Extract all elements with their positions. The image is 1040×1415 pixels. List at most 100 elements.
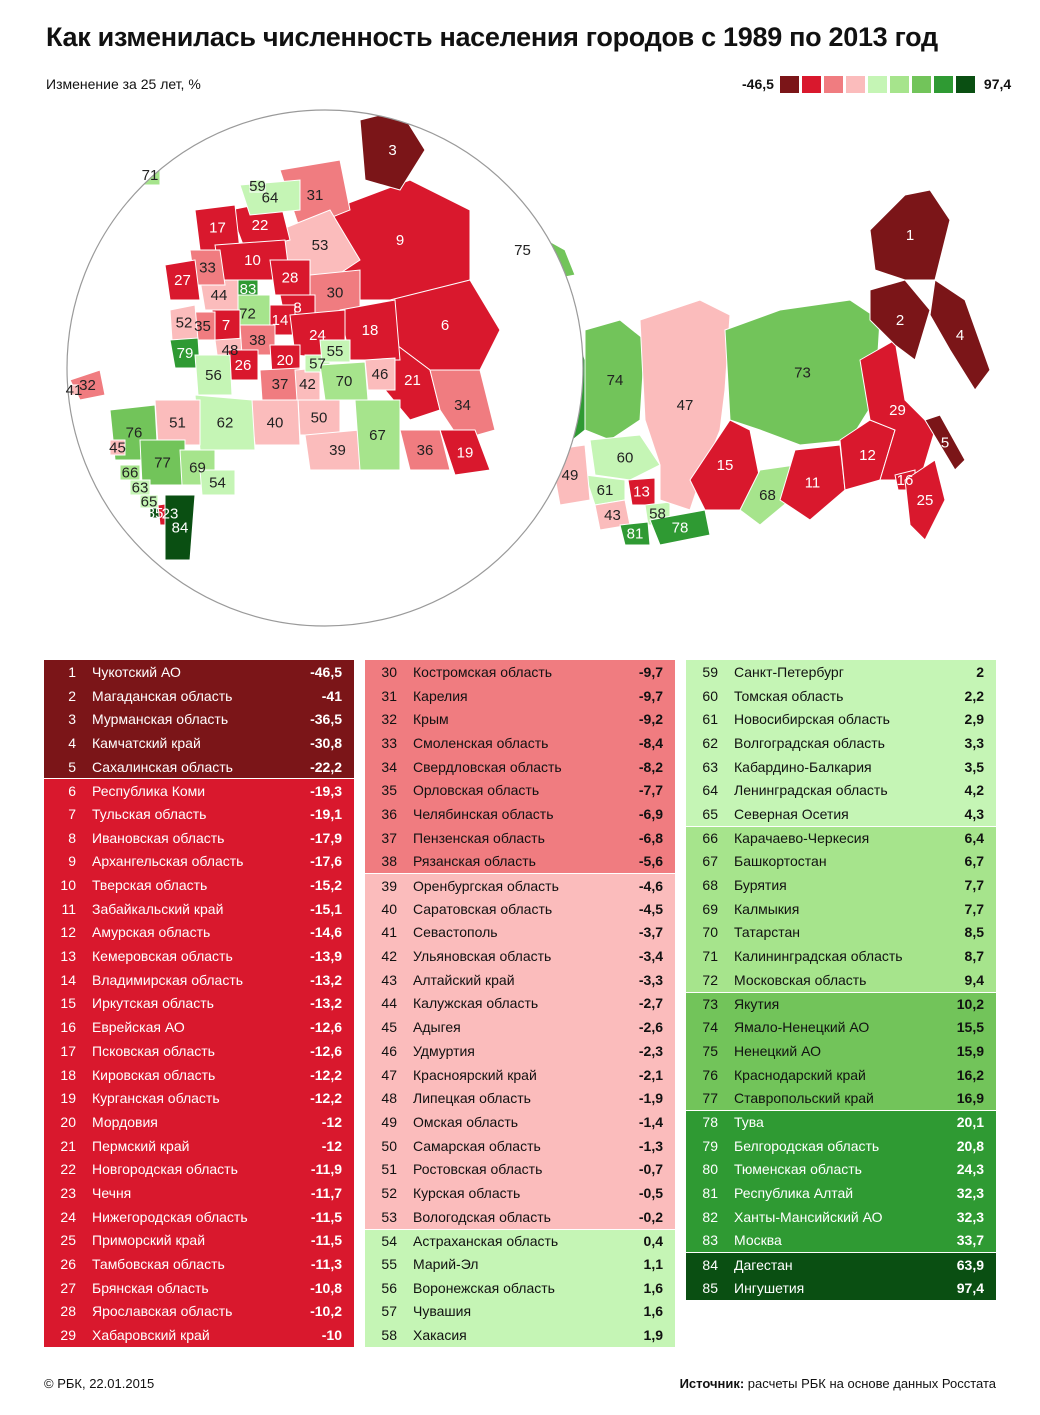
region-name: Смоленская область — [413, 734, 549, 751]
change-value: -13,9 — [310, 948, 342, 965]
region-name: Калмыкия — [734, 900, 800, 917]
change-value: -3,3 — [638, 971, 663, 988]
change-value: 8,5 — [964, 924, 984, 941]
map-label-72: 72 — [239, 306, 256, 323]
row-number: 39 — [381, 877, 397, 894]
table-row: 30 Костромская область -9,7 — [365, 660, 675, 684]
table-row: 84 Дагестан 63,9 — [686, 1252, 996, 1276]
row-number: 34 — [381, 758, 397, 775]
row-number: 21 — [60, 1137, 76, 1154]
change-value: -11,7 — [310, 1184, 342, 1201]
region-name: Орловская область — [413, 782, 540, 799]
table-row: 60 Томская область 2,2 — [686, 683, 996, 708]
table-row: 77 Ставропольский край 16,9 — [686, 1086, 996, 1111]
table-row: 27 Брянская область -10,8 — [44, 1275, 354, 1300]
region-name: Нижегородская область — [92, 1208, 248, 1225]
change-value: 15,5 — [956, 1019, 984, 1036]
row-number: 6 — [68, 782, 76, 799]
table-row: 49 Омская область -1,4 — [365, 1110, 675, 1134]
change-value: 0,4 — [643, 1232, 663, 1249]
row-number: 3 — [68, 711, 76, 728]
row-number: 85 — [702, 1279, 718, 1296]
change-value: -6,9 — [638, 805, 663, 822]
table-row: 21 Пермский край -12 — [44, 1133, 354, 1158]
table-row: 44 Калужская область -2,7 — [365, 991, 675, 1016]
change-value: 15,9 — [956, 1042, 984, 1059]
change-value: -13,2 — [310, 995, 342, 1012]
legend-swatch — [933, 75, 953, 93]
row-number: 74 — [702, 1019, 718, 1036]
row-number: 52 — [381, 1184, 397, 1201]
table-row: 59 Санкт-Петербург 2 — [686, 660, 996, 684]
map-label-65: 65 — [141, 494, 158, 511]
region-51 — [154, 399, 201, 446]
region-73 — [724, 299, 881, 446]
map-label-59: 59 — [249, 178, 266, 195]
table-row: 32 Крым -9,2 — [365, 707, 675, 732]
region-name: Кемеровская область — [92, 948, 233, 965]
table-row: 85 Ингушетия 97,4 — [686, 1275, 996, 1300]
table-row: 79 Белгородская область 20,8 — [686, 1133, 996, 1158]
map-label-84: 84 — [172, 520, 189, 537]
change-value: -19,3 — [310, 782, 342, 799]
change-value: 4,2 — [964, 782, 984, 799]
region-60 — [589, 434, 661, 481]
change-value: 2,2 — [964, 687, 984, 704]
change-value: 20,1 — [956, 1114, 984, 1131]
region-name: Иркутская область — [92, 995, 214, 1012]
region-name: Бурятия — [734, 877, 787, 894]
map-label-83: 83 — [240, 281, 257, 298]
region-name: Башкортостан — [734, 853, 827, 870]
change-value: -11,5 — [310, 1208, 342, 1225]
region-46 — [364, 357, 396, 391]
row-number: 35 — [381, 782, 397, 799]
table-row: 71 Калининградская область 8,7 — [686, 944, 996, 968]
table-row: 33 Смоленская область -8,4 — [365, 731, 675, 755]
region-name: Кабардино-Балкария — [734, 758, 872, 775]
source-text: расчеты РБК на основе данных Росстата — [744, 1376, 996, 1391]
row-number: 29 — [60, 1327, 76, 1344]
change-value: -4,6 — [638, 877, 663, 894]
map-label-38: 38 — [249, 332, 266, 349]
region-45 — [109, 439, 126, 456]
region-27 — [164, 259, 201, 301]
region-name: Крым — [413, 711, 449, 728]
table-row: 82 Ханты-Мансийский АО 32,3 — [686, 1204, 996, 1229]
change-value: -9,2 — [638, 711, 663, 728]
row-number: 40 — [381, 900, 397, 917]
table-row: 2 Магаданская область -41 — [44, 683, 354, 708]
table-row: 67 Башкортостан 6,7 — [686, 849, 996, 874]
map-label-39: 39 — [329, 442, 346, 459]
row-number: 4 — [68, 734, 76, 751]
row-number: 81 — [702, 1184, 718, 1201]
region-55 — [319, 339, 351, 363]
region-name: Саратовская область — [413, 900, 553, 917]
row-number: 7 — [68, 805, 76, 822]
table-row: 43 Алтайский край -3,3 — [365, 967, 675, 992]
change-value: 2 — [976, 663, 984, 680]
table-row: 80 Тюменская область 24,3 — [686, 1157, 996, 1182]
region-name: Мурманская область — [92, 711, 229, 728]
change-value: 32,3 — [956, 1208, 984, 1225]
region-name: Вологодская область — [413, 1208, 551, 1225]
page-title: Как изменилась численность населения гор… — [46, 22, 938, 52]
map-label-15: 15 — [717, 457, 734, 474]
row-number: 32 — [381, 711, 397, 728]
region-name: Новосибирская область — [734, 711, 890, 728]
map-label-33: 33 — [199, 260, 216, 277]
region-name: Тюменская область — [734, 1161, 862, 1178]
map-label-35: 35 — [194, 318, 211, 335]
change-value: 1,6 — [643, 1303, 663, 1320]
change-value: 1,1 — [643, 1256, 663, 1273]
region-name: Самарская область — [413, 1137, 541, 1154]
row-number: 33 — [381, 734, 397, 751]
table-row: 50 Самарская область -1,3 — [365, 1133, 675, 1158]
row-number: 49 — [381, 1113, 397, 1130]
legend-swatch — [801, 75, 821, 93]
row-number: 22 — [60, 1161, 76, 1178]
region-name: Хакасия — [413, 1327, 467, 1344]
row-number: 72 — [702, 971, 718, 988]
region-name: Пензенская область — [413, 829, 545, 846]
map-label-77: 77 — [154, 455, 171, 472]
row-number: 23 — [60, 1184, 76, 1201]
